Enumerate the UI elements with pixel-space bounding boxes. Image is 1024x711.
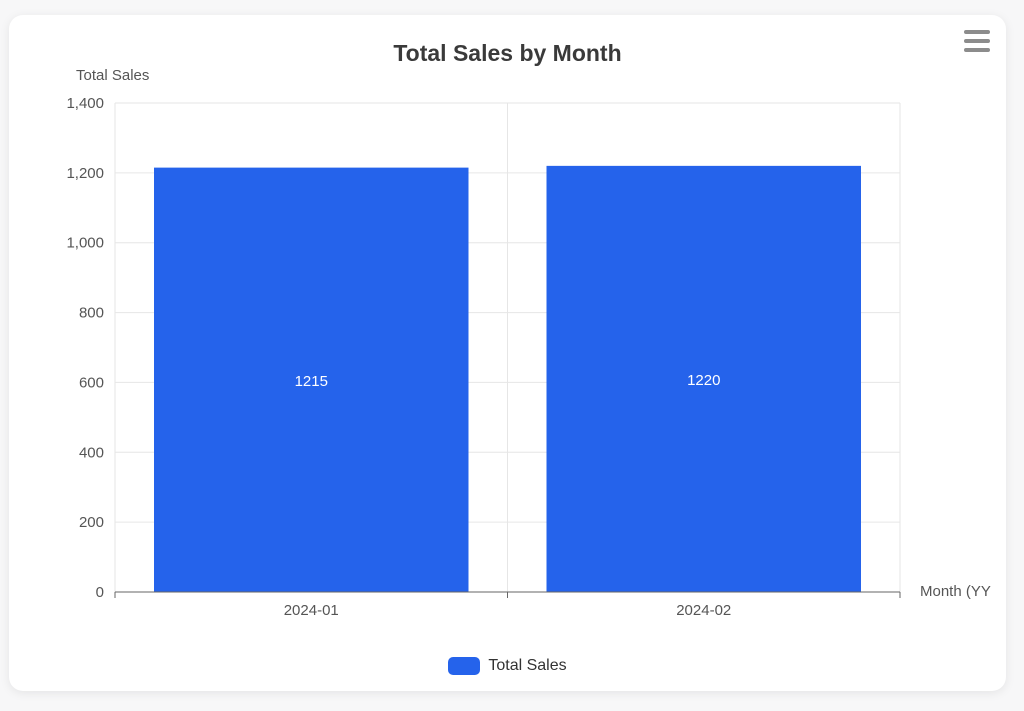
y-tick-label: 800 (79, 305, 104, 322)
bar-data-label: 1215 (295, 373, 328, 390)
y-tick-label: 200 (79, 514, 104, 531)
x-tick-label: 2024-02 (676, 602, 731, 619)
chart-card: Total Sales by Month 0 200 400 600 800 1,000 1… (9, 15, 1006, 691)
y-tick-label: 0 (96, 584, 104, 601)
x-tick-label: 2024-01 (284, 602, 339, 619)
y-tick-label: 600 (79, 374, 104, 391)
y-axis-title: Total Sales (76, 67, 149, 84)
legend-label: Total Sales (488, 657, 567, 674)
bar[interactable] (154, 167, 469, 592)
y-tick-label: 400 (79, 444, 104, 461)
chart-legend[interactable]: Total Sales (9, 657, 1006, 675)
bar-chart: 0 200 400 600 800 1,000 1,200 1,400 1215 1220 2024… (66, 67, 991, 619)
bar[interactable] (546, 165, 862, 592)
bar-data-label: 1220 (687, 372, 720, 389)
legend-swatch (448, 657, 481, 675)
x-axis-title: Month (YY (920, 583, 991, 600)
hamburger-menu-icon[interactable] (962, 28, 992, 54)
y-tick-label: 1,400 (66, 95, 104, 112)
y-tick-label: 1,000 (66, 235, 104, 252)
chart-title: Total Sales by Month (393, 40, 622, 66)
y-tick-label: 1,200 (66, 165, 104, 182)
